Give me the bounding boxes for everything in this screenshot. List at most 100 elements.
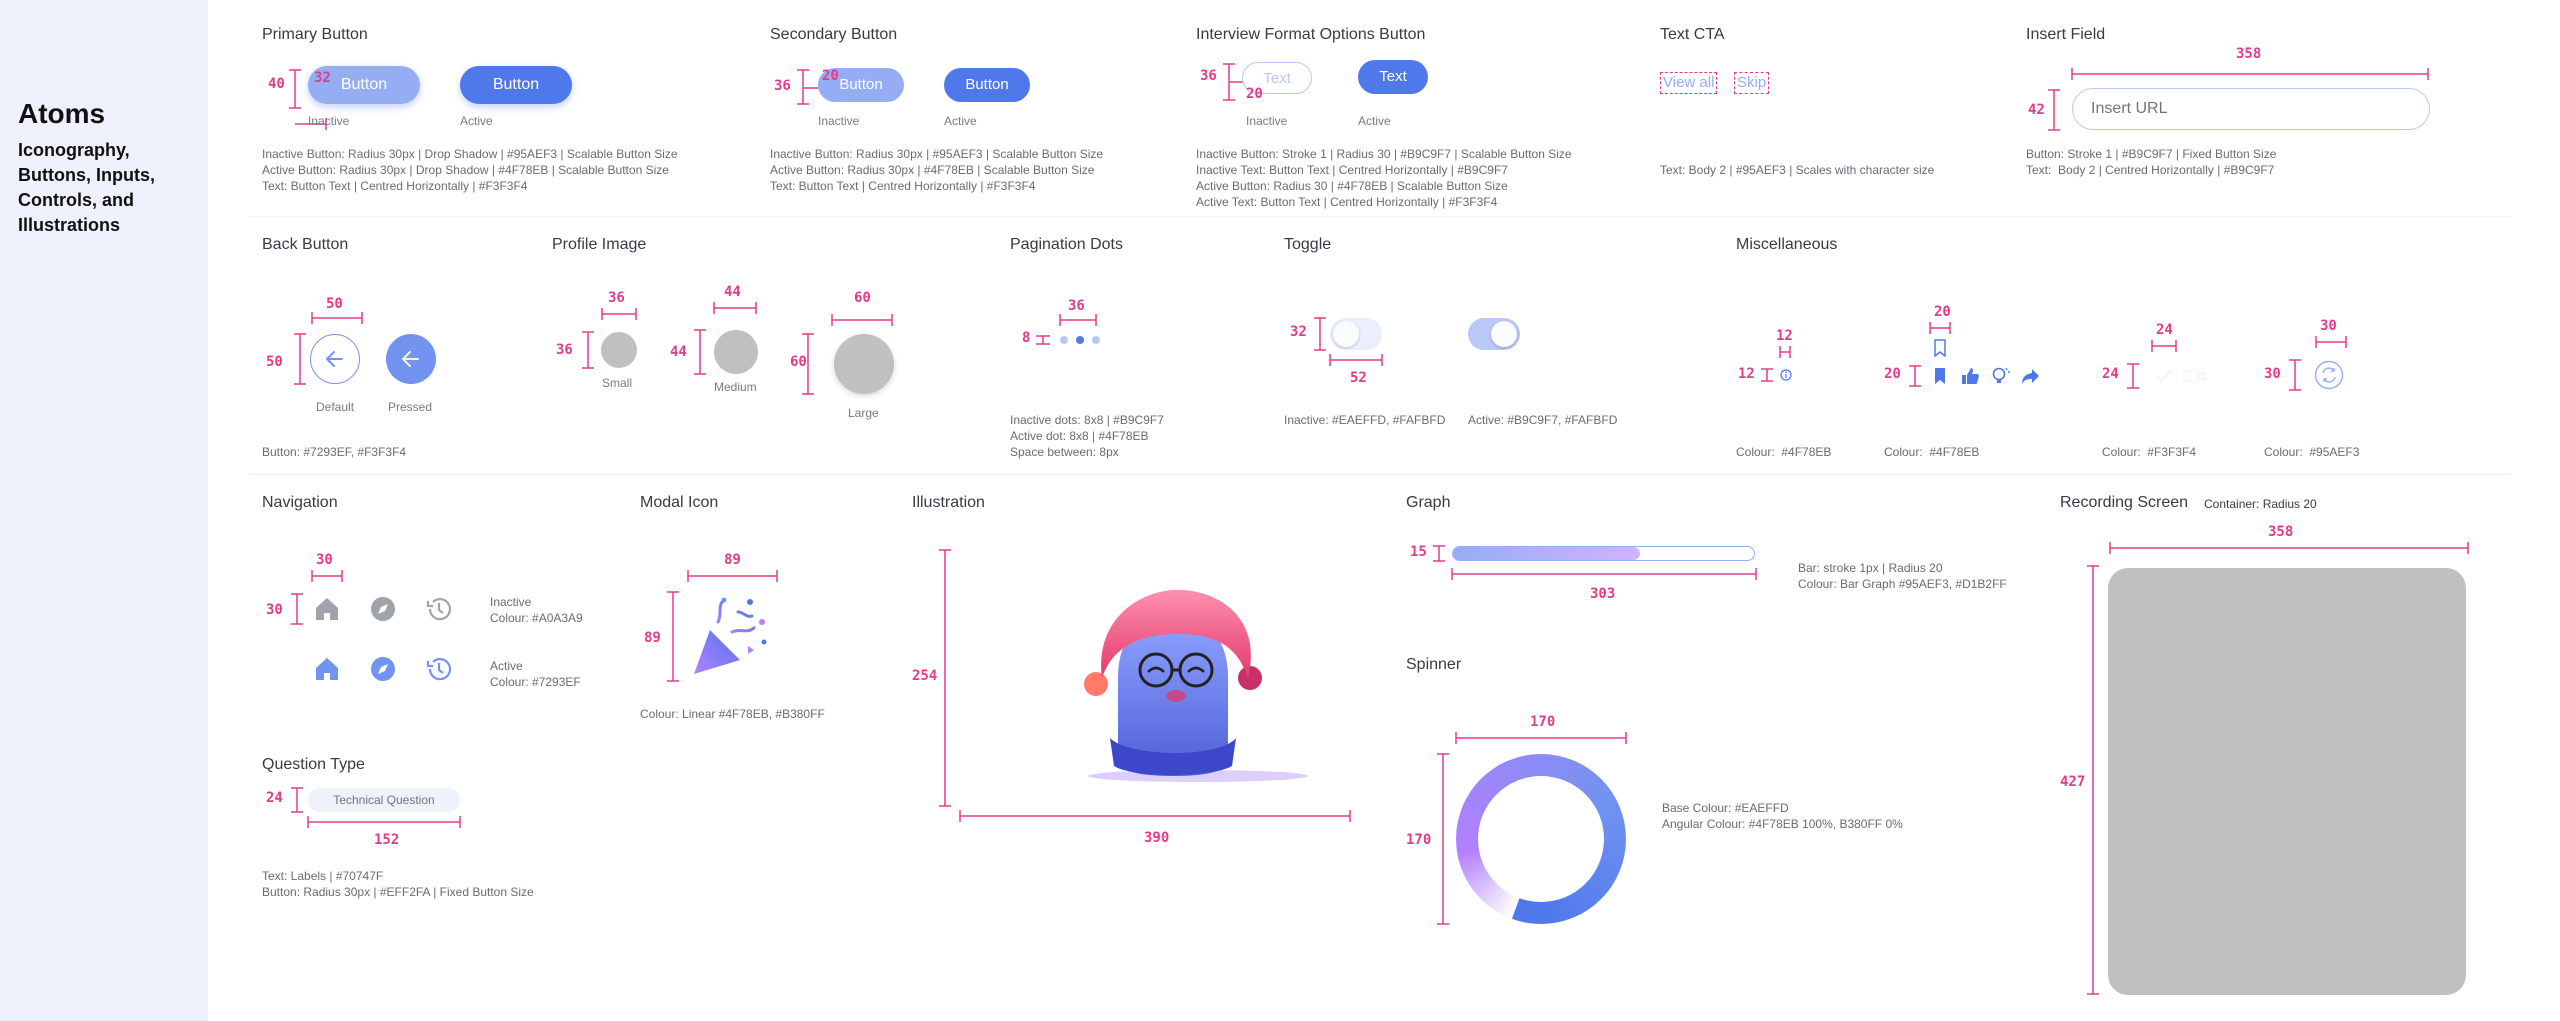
info-icon[interactable] bbox=[1780, 369, 1792, 381]
caption-inactive: Inactive bbox=[1246, 114, 1288, 128]
arrow-left-icon bbox=[402, 351, 419, 367]
width-dimension bbox=[713, 302, 757, 314]
height-dimension bbox=[291, 787, 303, 813]
toggle-inactive[interactable] bbox=[1330, 318, 1382, 350]
spec-note: Colour: #4F78EB bbox=[1884, 445, 1980, 459]
home-icon[interactable] bbox=[312, 594, 342, 624]
video-icon[interactable] bbox=[2182, 364, 2206, 388]
row-divider bbox=[250, 474, 2510, 475]
sidebar-subtitle: Iconography, Buttons, Inputs, Controls, … bbox=[18, 140, 155, 235]
toggle-section: Toggle 32 52 Inactive: #EAEFFD, #FAFBFD … bbox=[1284, 236, 1684, 436]
view-all-link[interactable]: View all bbox=[1660, 72, 1718, 94]
width-label: 52 bbox=[1350, 370, 1367, 386]
width-label: 390 bbox=[1144, 830, 1170, 846]
arrow-left-icon bbox=[326, 351, 343, 367]
section-title: Miscellaneous bbox=[1736, 236, 1838, 253]
width-label: 358 bbox=[2236, 46, 2262, 62]
nav-active-label: Active bbox=[490, 659, 523, 673]
skip-link[interactable]: Skip bbox=[1734, 72, 1770, 94]
spec-note: Active: #B9C9F7, #FAFBFD bbox=[1468, 413, 1618, 427]
spec-note: Space between: 8px bbox=[1010, 445, 1119, 459]
width-label: 20 bbox=[1246, 86, 1263, 102]
width-dimension bbox=[2109, 542, 2469, 554]
profile-image-section: Profile Image 36 36 Small 44 44 Medium 6… bbox=[552, 236, 952, 436]
section-title: Navigation bbox=[262, 494, 338, 511]
toggle-knob bbox=[1333, 321, 1359, 347]
pagination-dot-active[interactable] bbox=[1076, 336, 1084, 344]
toggle-active[interactable] bbox=[1468, 318, 1520, 350]
height-label: 60 bbox=[790, 354, 807, 370]
question-type-chip[interactable]: Technical Question bbox=[308, 788, 460, 812]
insert-url-input[interactable] bbox=[2072, 88, 2430, 130]
width-dimension bbox=[1329, 354, 1383, 366]
height-label: 254 bbox=[912, 668, 938, 684]
back-button-pressed[interactable] bbox=[386, 334, 436, 384]
progress-bar-fill bbox=[1453, 547, 1640, 560]
miscellaneous-section: Miscellaneous 12 12 Colour: #4F78EB 20 2… bbox=[1736, 236, 2456, 466]
thumbs-up-icon[interactable] bbox=[1960, 366, 1980, 386]
bookmark-outline-icon[interactable] bbox=[1930, 338, 1950, 358]
text-cta-section: Text CTA View all Skip Text: Body 2 | #9… bbox=[1660, 26, 2010, 206]
height-label: 30 bbox=[2264, 366, 2281, 382]
height-label: 170 bbox=[1406, 832, 1432, 848]
interview-format-section: Interview Format Options Button 36 Text … bbox=[1196, 26, 1636, 216]
lightbulb-icon[interactable] bbox=[1990, 366, 2010, 386]
check-icon[interactable] bbox=[2152, 364, 2176, 388]
compass-icon[interactable] bbox=[368, 654, 398, 684]
sidebar: Atoms Iconography, Buttons, Inputs, Cont… bbox=[0, 0, 208, 1021]
illustration-section: Illustration 254 390 bbox=[912, 494, 1372, 854]
width-dimension bbox=[2315, 336, 2347, 348]
history-icon[interactable] bbox=[424, 594, 454, 624]
section-title: Profile Image bbox=[552, 236, 647, 253]
section-title: Back Button bbox=[262, 236, 349, 253]
width-dimension bbox=[1779, 346, 1791, 358]
height-dimension bbox=[694, 329, 706, 375]
recording-container bbox=[2108, 568, 2466, 995]
section-title: Secondary Button bbox=[770, 26, 898, 43]
width-label: 32 bbox=[314, 70, 331, 86]
height-dimension bbox=[2087, 565, 2099, 995]
back-button-default[interactable] bbox=[310, 334, 360, 384]
spec-note: Base Colour: #EAEFFD bbox=[1662, 801, 1789, 815]
modal-icon-section: Modal Icon 89 89 Colour: Linear #4F78EB,… bbox=[640, 494, 880, 724]
width-label: 170 bbox=[1530, 714, 1556, 730]
height-dimension bbox=[291, 593, 303, 625]
bookmark-filled-icon[interactable] bbox=[1930, 366, 1950, 386]
share-arrow-icon[interactable] bbox=[2020, 366, 2040, 386]
height-dimension bbox=[2048, 89, 2060, 131]
caption-default: Default bbox=[316, 400, 355, 414]
row-divider bbox=[250, 216, 2510, 217]
compass-icon[interactable] bbox=[368, 594, 398, 624]
section-title: Insert Field bbox=[2026, 26, 2106, 43]
spec-note: Text: Body 2 | #95AEF3 | Scales with cha… bbox=[1660, 163, 1935, 177]
pagination-dot-inactive[interactable] bbox=[1092, 336, 1100, 344]
primary-button-active[interactable]: Button bbox=[460, 66, 572, 104]
section-title: Recording Screen bbox=[2060, 494, 2189, 511]
width-dimension bbox=[2071, 68, 2429, 80]
home-icon[interactable] bbox=[312, 654, 342, 684]
secondary-button-active[interactable]: Button bbox=[944, 68, 1030, 102]
height-label: 24 bbox=[2102, 366, 2119, 382]
spec-note: Inactive Button: Radius 30px | #95AEF3 |… bbox=[770, 147, 1104, 161]
secondary-button-inactive[interactable]: Button bbox=[818, 68, 904, 102]
history-icon[interactable] bbox=[424, 654, 454, 684]
spec-note: Active Text: Button Text | Centred Horiz… bbox=[1196, 195, 1498, 209]
refresh-circle-icon[interactable] bbox=[2314, 360, 2344, 390]
width-dimension bbox=[959, 810, 1351, 822]
width-dimension bbox=[601, 308, 637, 320]
caption-large: Large bbox=[848, 406, 879, 420]
question-type-section: Question Type 24 Technical Question 152 … bbox=[262, 756, 602, 906]
primary-button-inactive[interactable]: Button bbox=[308, 66, 420, 104]
section-title: Question Type bbox=[262, 756, 365, 773]
spec-note: Text: Button Text | Centred Horizontally… bbox=[770, 179, 1036, 193]
caption-active: Active bbox=[944, 114, 977, 128]
height-label: 36 bbox=[1200, 68, 1217, 84]
interview-option-inactive[interactable]: Text bbox=[1242, 62, 1312, 94]
width-dimension bbox=[307, 816, 461, 828]
spec-note: Inactive dots: 8x8 | #B9C9F7 bbox=[1010, 413, 1164, 427]
height-label: 42 bbox=[2028, 102, 2045, 118]
interview-option-active[interactable]: Text bbox=[1358, 60, 1428, 94]
pagination-dot-inactive[interactable] bbox=[1060, 336, 1068, 344]
section-title: Pagination Dots bbox=[1010, 236, 1123, 253]
height-label: 32 bbox=[1290, 324, 1307, 340]
